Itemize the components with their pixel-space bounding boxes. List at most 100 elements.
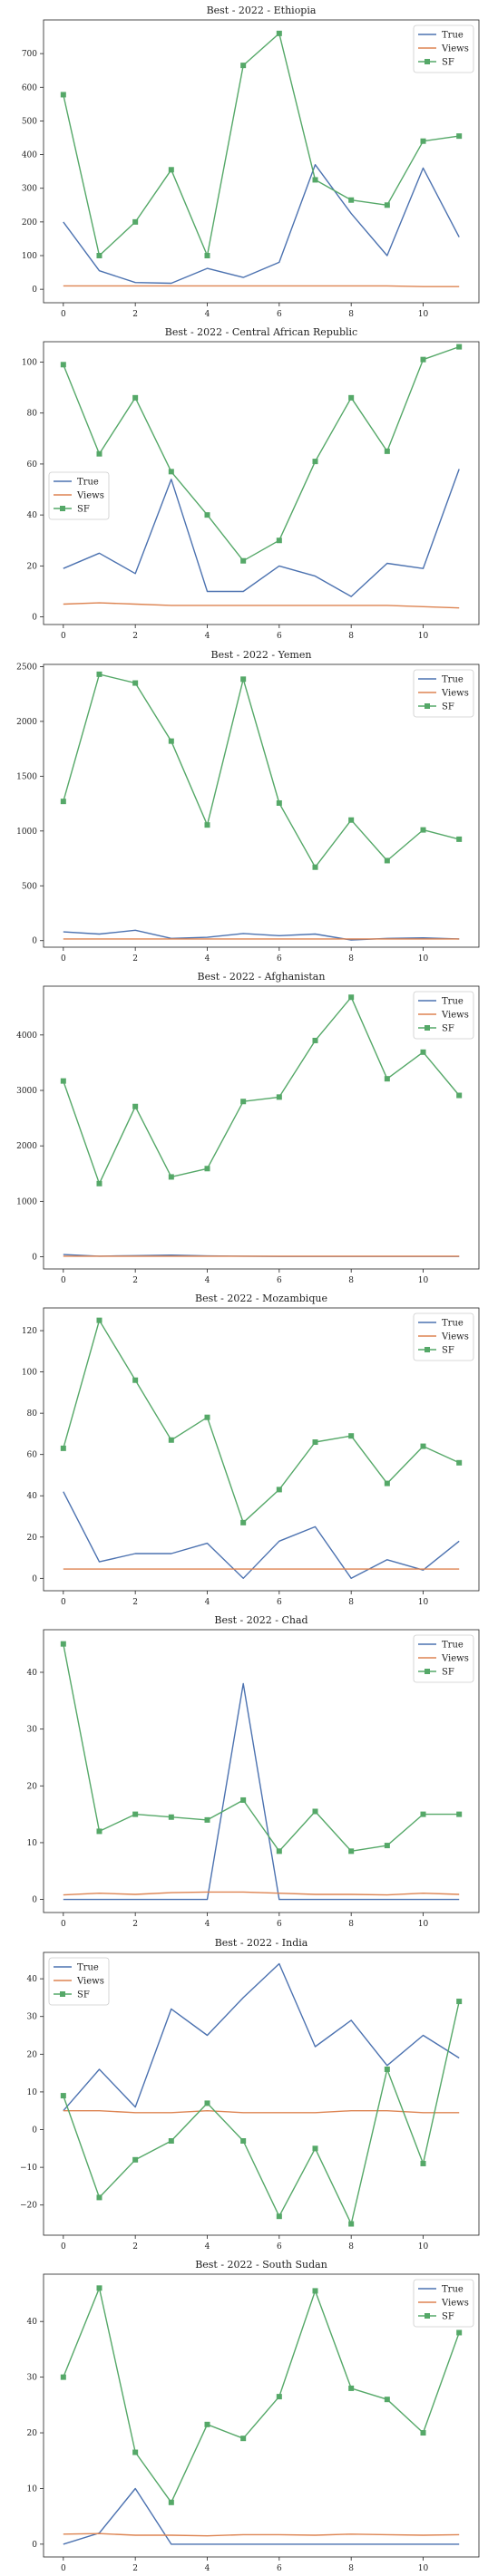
legend-label: True bbox=[442, 31, 464, 41]
data-point-sf bbox=[168, 1174, 174, 1180]
data-point-sf bbox=[240, 2137, 247, 2144]
legend-marker bbox=[425, 1669, 430, 1675]
data-point-sf bbox=[132, 395, 139, 402]
data-point-sf bbox=[240, 63, 247, 69]
data-point-sf bbox=[276, 2393, 282, 2399]
legend-marker bbox=[425, 702, 430, 709]
data-point-sf bbox=[420, 2160, 426, 2166]
x-tick-label: 6 bbox=[277, 954, 282, 964]
y-tick-label: 60 bbox=[27, 1451, 38, 1460]
series-line-sf bbox=[63, 1320, 460, 1524]
y-tick-label: 120 bbox=[22, 1327, 37, 1336]
data-point-sf bbox=[204, 2099, 210, 2106]
plot-frame bbox=[43, 341, 480, 625]
y-tick-label: 40 bbox=[27, 1975, 38, 1984]
legend-label: SF bbox=[442, 1346, 454, 1356]
data-point-sf bbox=[456, 2329, 463, 2336]
x-tick-label: 0 bbox=[61, 632, 66, 641]
legend-label: Views bbox=[441, 688, 469, 698]
x-tick-label: 10 bbox=[418, 1598, 429, 1607]
data-point-sf bbox=[276, 30, 282, 36]
data-point-sf bbox=[60, 2092, 66, 2098]
x-tick-label: 10 bbox=[418, 954, 429, 964]
data-point-sf bbox=[420, 1443, 426, 1449]
data-point-sf bbox=[240, 557, 247, 564]
data-point-sf bbox=[420, 2429, 426, 2436]
y-tick-label: 10 bbox=[27, 2484, 38, 2494]
series-line-true bbox=[63, 1491, 460, 1579]
y-tick-label: 200 bbox=[22, 218, 37, 228]
data-point-sf bbox=[168, 167, 174, 173]
data-point-sf bbox=[204, 512, 210, 518]
y-tick-label: 500 bbox=[22, 882, 37, 891]
chart-svg: Best - 2022 - Afghanistan010002000300040… bbox=[16, 971, 480, 1285]
y-tick-label: 30 bbox=[27, 2373, 38, 2382]
y-tick-label: 40 bbox=[27, 2318, 38, 2327]
x-tick-label: 0 bbox=[61, 310, 66, 319]
y-tick-label: 0 bbox=[32, 1253, 37, 1262]
data-point-sf bbox=[60, 1641, 66, 1647]
x-tick-label: 4 bbox=[205, 2564, 210, 2573]
series-line-views bbox=[63, 602, 460, 609]
chart-legend: True Views SF bbox=[413, 24, 474, 73]
data-point-sf bbox=[60, 2374, 66, 2380]
chart-svg: Best - 2022 - Yemen 0 500 1000 1500 2000 2500 0… bbox=[16, 649, 480, 964]
series-line-true bbox=[63, 469, 460, 598]
x-tick-label: 4 bbox=[205, 1276, 210, 1285]
y-tick-label: 300 bbox=[22, 185, 37, 194]
y-tick-label: 1500 bbox=[16, 772, 37, 781]
x-tick-label: 8 bbox=[348, 1598, 354, 1607]
y-tick-label: 1000 bbox=[16, 827, 37, 836]
series-line-sf bbox=[63, 33, 460, 257]
y-tick-label: 30 bbox=[27, 2012, 38, 2021]
legend-label: Views bbox=[76, 1976, 104, 1986]
data-point-sf bbox=[96, 450, 102, 457]
data-point-sf bbox=[60, 362, 66, 368]
data-point-sf bbox=[96, 1180, 102, 1186]
y-tick-label: 80 bbox=[27, 410, 38, 419]
chart-legend: True Views SF bbox=[413, 669, 474, 717]
chart-legend: True Views SF bbox=[413, 991, 474, 1040]
x-tick-label: 6 bbox=[277, 2564, 282, 2573]
chart-legend: True Views SF bbox=[413, 1312, 474, 1361]
x-tick-label: 6 bbox=[277, 1276, 282, 1285]
data-point-sf bbox=[312, 177, 318, 183]
data-point-sf bbox=[96, 671, 102, 677]
y-tick-label: 0 bbox=[32, 1574, 37, 1583]
y-tick-label: 500 bbox=[22, 117, 37, 126]
plot-frame bbox=[43, 663, 480, 947]
chart-legend: True Views SF bbox=[413, 1634, 474, 1683]
y-tick-label: 20 bbox=[27, 563, 38, 572]
data-point-sf bbox=[276, 799, 282, 806]
legend-label: SF bbox=[442, 2311, 454, 2321]
x-tick-label: 4 bbox=[205, 1598, 210, 1607]
data-point-sf bbox=[312, 1037, 318, 1043]
y-tick-label: −10 bbox=[20, 2164, 37, 2173]
x-tick-label: 8 bbox=[348, 2564, 354, 2573]
plot-frame bbox=[43, 19, 480, 304]
data-point-sf bbox=[96, 1828, 102, 1835]
y-tick-label: −20 bbox=[20, 2201, 37, 2210]
y-tick-label: 100 bbox=[22, 252, 37, 261]
plot-frame bbox=[43, 985, 480, 1270]
y-tick-label: 400 bbox=[22, 151, 37, 160]
series-line-views bbox=[63, 2532, 460, 2537]
data-point-sf bbox=[204, 2421, 210, 2427]
data-point-sf bbox=[168, 1814, 174, 1820]
data-point-sf bbox=[204, 821, 210, 828]
y-tick-label: 10 bbox=[27, 1839, 38, 1848]
chart-title: Best - 2022 - Yemen bbox=[211, 649, 312, 661]
y-tick-label: 10 bbox=[27, 2087, 38, 2097]
data-point-sf bbox=[348, 817, 355, 823]
data-point-sf bbox=[384, 449, 390, 455]
data-point-sf bbox=[204, 253, 210, 258]
chart-title: Best - 2022 - Afghanistan bbox=[198, 971, 326, 983]
data-point-sf bbox=[132, 680, 139, 686]
x-tick-label: 6 bbox=[277, 310, 282, 319]
legend-label: Views bbox=[441, 1332, 469, 1342]
x-tick-label: 0 bbox=[61, 2564, 66, 2573]
series-line-true bbox=[63, 1683, 460, 1901]
legend-label: Views bbox=[441, 1010, 469, 1020]
data-point-sf bbox=[240, 2435, 247, 2441]
